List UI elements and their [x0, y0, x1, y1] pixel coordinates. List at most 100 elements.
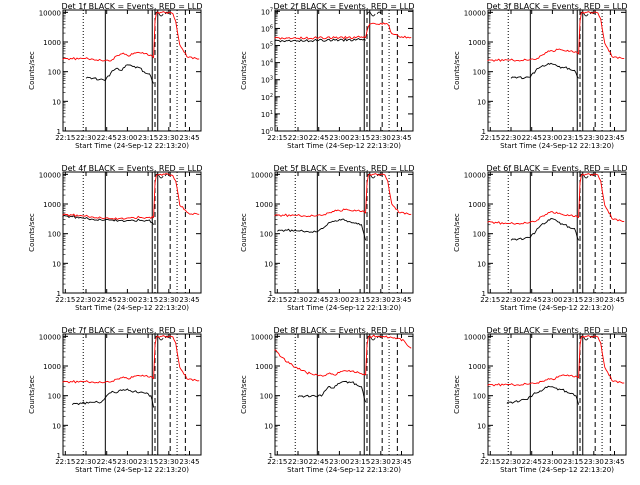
- y-tick-label: 100: [261, 127, 273, 136]
- x-tick-label: 23:45: [391, 458, 411, 466]
- x-tick-label: 22:15: [267, 458, 287, 466]
- y-tick-label: 1000: [255, 363, 273, 371]
- panel-title: Det 9f BLACK = Events, RED = LLD: [486, 326, 627, 335]
- x-tick-label: 23:00: [542, 134, 562, 142]
- lld-series-line: [274, 173, 412, 218]
- x-tick-label: 22:45: [522, 134, 542, 142]
- x-tick-label: 22:15: [480, 134, 500, 142]
- saturation-mark: [366, 11, 382, 17]
- x-tick-label: 22:15: [267, 296, 287, 304]
- x-tick-label: 22:45: [309, 458, 329, 466]
- lld-series-line: [62, 335, 200, 384]
- y-axis-label: Counts/sec: [453, 51, 461, 90]
- y-axis-label: Counts/sec: [28, 375, 36, 414]
- events-series-line: [62, 214, 154, 225]
- lld-series-line: [487, 173, 625, 225]
- lld-series-line: [62, 173, 200, 220]
- y-tick-label: 106: [261, 24, 273, 33]
- x-tick-label: 22:45: [522, 296, 542, 304]
- y-tick-label: 1: [482, 452, 486, 460]
- plot-frame: [487, 333, 627, 456]
- x-tick-label: 22:45: [97, 458, 117, 466]
- x-tick-label: 22:30: [76, 296, 96, 304]
- events-series-line: [85, 64, 154, 84]
- y-tick-label: 10000: [464, 9, 486, 17]
- x-tick-label: 23:00: [117, 296, 137, 304]
- y-axis-label: Counts/sec: [28, 51, 36, 90]
- y-tick-label: 100: [48, 69, 61, 77]
- y-tick-label: 100: [260, 231, 273, 239]
- x-tick-label: 23:15: [138, 458, 158, 466]
- y-axis-label: Counts/sec: [453, 375, 461, 414]
- saturation-mark: [154, 335, 170, 341]
- y-tick-label: 10000: [251, 333, 273, 341]
- lld-series-line: [487, 11, 625, 62]
- x-tick-label: 22:15: [267, 134, 287, 142]
- x-tick-label: 23:30: [159, 296, 179, 304]
- x-tick-label: 22:45: [309, 296, 329, 304]
- y-tick-label: 1: [57, 452, 61, 460]
- panel-title: Det 6f BLACK = Events, RED = LLD: [486, 164, 627, 173]
- panel-title: Det 7f BLACK = Events, RED = LLD: [61, 326, 202, 335]
- x-axis-label: Start Time (24-Sep-12 22:13:20): [287, 142, 401, 150]
- lld-series-line: [487, 335, 625, 387]
- x-tick-label: 23:45: [179, 458, 199, 466]
- x-tick-label: 22:30: [288, 296, 308, 304]
- plot-frame: [62, 333, 202, 456]
- x-tick-label: 23:00: [117, 458, 137, 466]
- panel-title: Det 1f BLACK = Events, RED = LLD: [61, 2, 202, 11]
- x-tick-label: 23:30: [371, 134, 391, 142]
- x-tick-label: 23:15: [138, 296, 158, 304]
- x-tick-label: 23:45: [179, 296, 199, 304]
- x-tick-label: 23:30: [371, 458, 391, 466]
- x-axis-label: Start Time (24-Sep-12 22:13:20): [287, 304, 401, 312]
- x-axis-label: Start Time (24-Sep-12 22:13:20): [500, 304, 614, 312]
- y-tick-label: 1: [269, 452, 273, 460]
- panel-title: Det 4f BLACK = Events, RED = LLD: [61, 164, 202, 173]
- x-tick-label: 23:00: [329, 134, 349, 142]
- y-tick-label: 10000: [251, 171, 273, 179]
- y-tick-label: 10: [264, 260, 273, 268]
- events-series-line: [506, 385, 580, 405]
- x-tick-label: 22:15: [55, 458, 75, 466]
- x-tick-label: 22:15: [55, 134, 75, 142]
- y-tick-label: 10: [477, 98, 486, 106]
- x-tick-label: 23:15: [350, 458, 370, 466]
- y-tick-label: 1000: [43, 201, 61, 209]
- y-tick-label: 1: [57, 290, 61, 298]
- plot-frame: [487, 9, 627, 132]
- x-tick-label: 22:30: [288, 134, 308, 142]
- y-tick-label: 10000: [464, 171, 486, 179]
- plot-frame: [487, 171, 627, 294]
- x-tick-label: 22:30: [288, 458, 308, 466]
- y-tick-label: 100: [48, 231, 61, 239]
- x-tick-label: 23:45: [604, 296, 624, 304]
- y-tick-label: 10000: [39, 9, 61, 17]
- x-axis-label: Start Time (24-Sep-12 22:13:20): [75, 466, 189, 474]
- x-tick-label: 22:30: [501, 458, 521, 466]
- y-tick-label: 1000: [255, 201, 273, 209]
- events-series-line: [297, 380, 367, 403]
- x-tick-label: 23:45: [391, 296, 411, 304]
- x-tick-label: 22:15: [55, 296, 75, 304]
- x-tick-label: 23:15: [350, 296, 370, 304]
- y-tick-label: 10: [52, 260, 61, 268]
- x-axis-label: Start Time (24-Sep-12 22:13:20): [500, 142, 614, 150]
- x-tick-label: 23:30: [371, 296, 391, 304]
- plot-frame: [274, 333, 414, 456]
- y-tick-label: 1: [482, 290, 486, 298]
- x-tick-label: 23:15: [563, 134, 583, 142]
- y-tick-label: 100: [48, 393, 61, 401]
- x-tick-label: 23:30: [584, 458, 604, 466]
- y-tick-label: 10000: [39, 171, 61, 179]
- y-tick-label: 10: [52, 98, 61, 106]
- x-tick-label: 23:15: [563, 296, 583, 304]
- x-tick-label: 22:30: [501, 134, 521, 142]
- x-tick-label: 23:30: [584, 134, 604, 142]
